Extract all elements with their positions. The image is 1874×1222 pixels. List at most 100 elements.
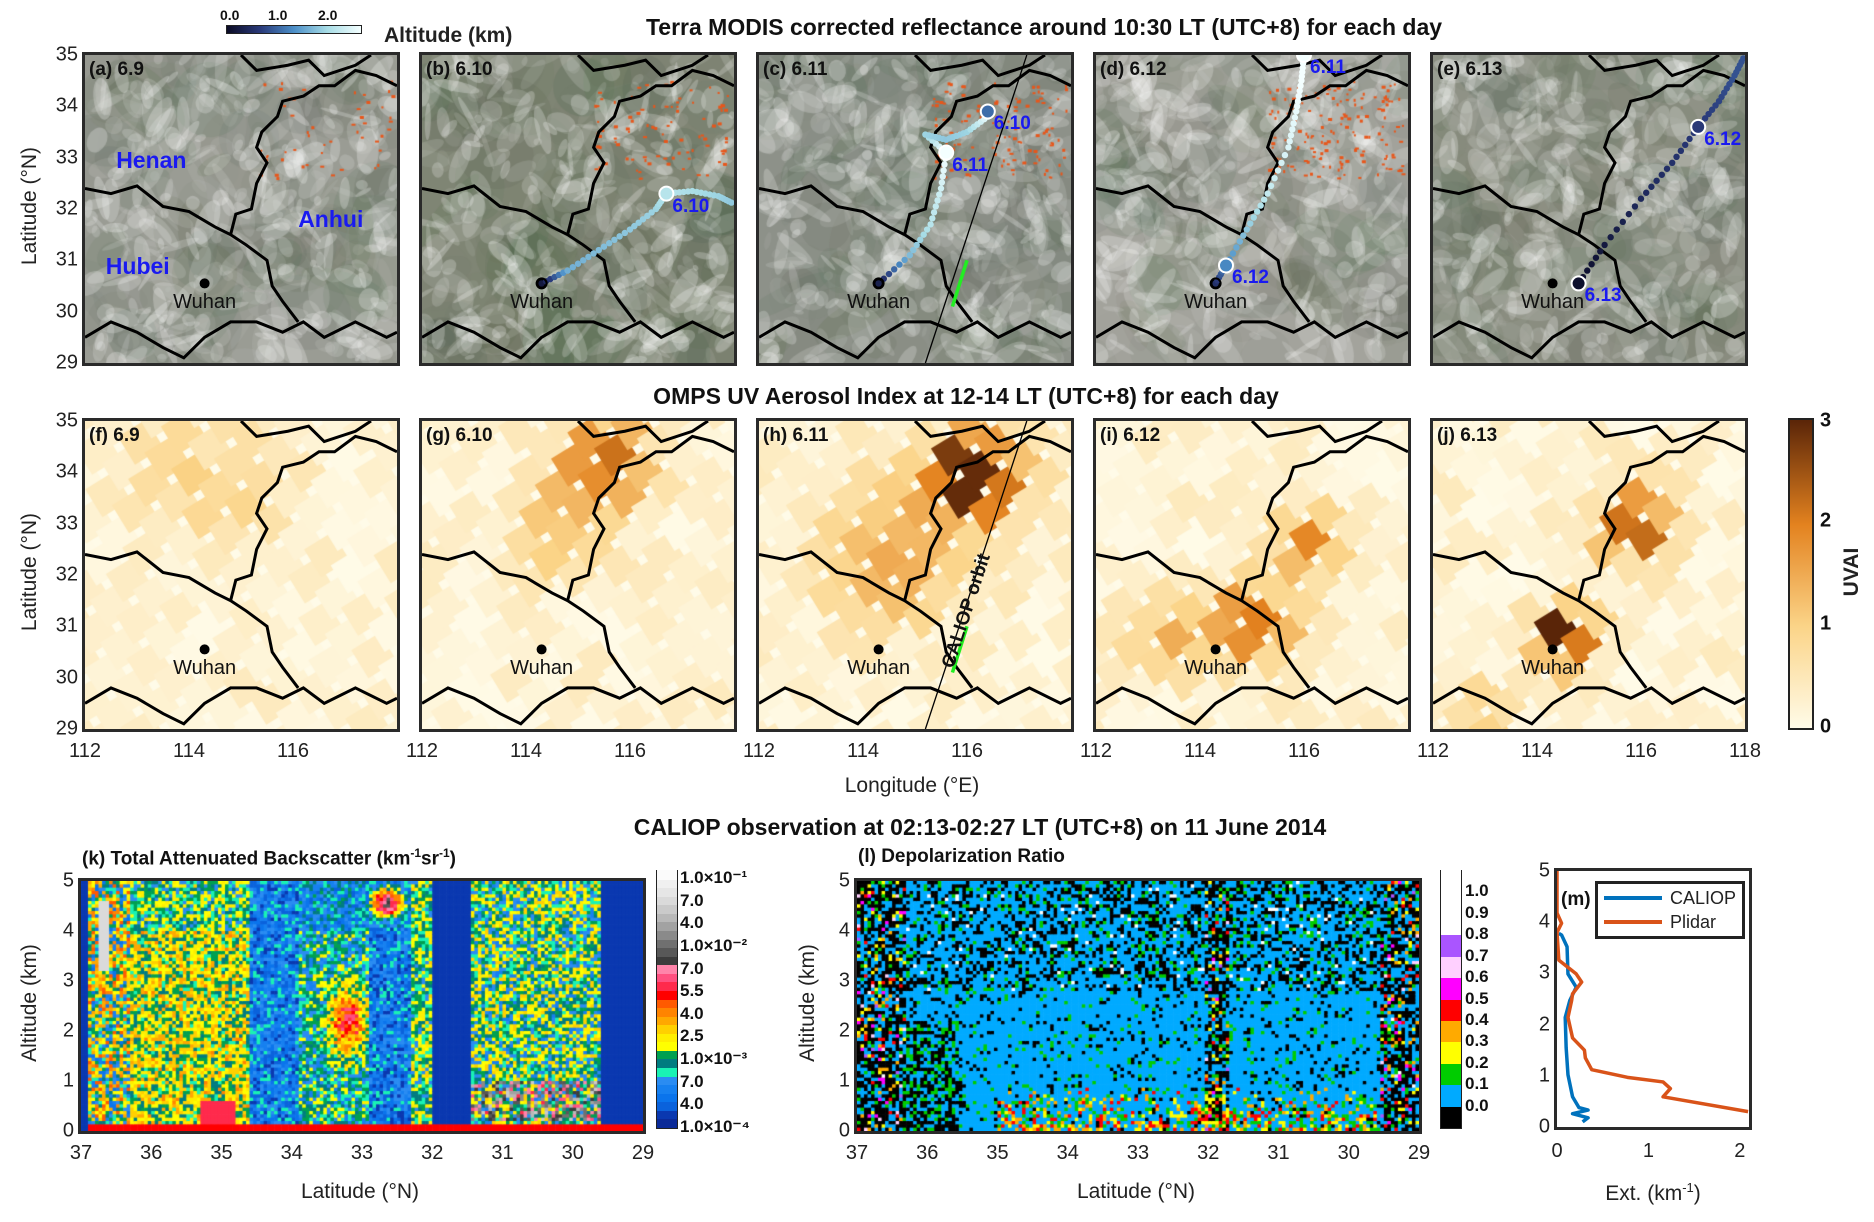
city-label-wuhan: Wuhan: [173, 291, 237, 314]
colorbar-label: 0.1: [1465, 1074, 1489, 1094]
altitude-tick: 4: [838, 919, 850, 942]
colorbar-band: [657, 1058, 677, 1069]
modis-panel-b: Wuhan 6.10 (b) 6.10: [419, 52, 737, 366]
map-overlay: [422, 55, 734, 360]
omps-panel-i: Wuhan (i) 6.12: [1093, 418, 1411, 732]
province-border: [85, 184, 300, 323]
trajectory-label: 6.11: [1310, 57, 1346, 78]
lon-tick: 114: [1184, 740, 1216, 762]
trajectory-point: [1631, 203, 1639, 210]
colorbar-band: [657, 990, 677, 1000]
colorbar-label: 4.0: [680, 1003, 704, 1023]
trajectory-point: [1658, 171, 1665, 178]
colorbar-band: [1441, 913, 1461, 936]
lon-tick: 112: [406, 740, 438, 762]
city-label-wuhan: Wuhan: [1184, 291, 1248, 314]
trajectory-label: 6.13: [1584, 285, 1622, 307]
uvai-map: [1433, 421, 1745, 729]
caliop-orbit-line: [924, 421, 1028, 729]
lon-tick: 114: [847, 740, 879, 762]
trajectory-day-marker: [1218, 257, 1234, 274]
colorbar-label: 1.0×10⁻²: [680, 935, 748, 955]
colorbar-label: 0.9: [1465, 902, 1489, 922]
altitude-tick-1: 1.0: [268, 7, 288, 23]
altitude-tick: 0: [838, 1119, 850, 1142]
altitude-tick: 5: [62, 869, 74, 892]
province-border: [903, 434, 1071, 602]
lon-tick: 116: [951, 740, 983, 762]
trajectory-point: [1264, 190, 1271, 197]
wuhan-marker: [1547, 644, 1558, 655]
omps-panel-j: Wuhan (j) 6.13: [1430, 418, 1748, 732]
lat-tick: 29: [55, 351, 78, 374]
colorbar-band: [657, 1067, 677, 1077]
lon-tick: 112: [1080, 740, 1112, 762]
trajectory-point: [1286, 138, 1293, 145]
province-border: [1250, 421, 1383, 444]
trajectory-point: [1278, 159, 1285, 166]
province-border: [1587, 421, 1720, 444]
trajectory-point: [938, 179, 946, 186]
city-label-wuhan: Wuhan: [847, 657, 911, 680]
uvai-colorbar-label: UVAI: [1840, 547, 1863, 597]
latitude-tick: 31: [1267, 1142, 1290, 1164]
trajectory-point: [1240, 232, 1247, 239]
lat-tick: 35: [55, 43, 78, 66]
colorbar-band: [1441, 955, 1461, 979]
colorbar-label: 7.0: [680, 890, 704, 910]
backscatter-heatmap: [81, 881, 643, 1131]
trajectory-point: [1597, 248, 1604, 255]
trajectory-point: [906, 252, 913, 259]
trajectory-point: [1281, 151, 1289, 159]
colorbar-band: [657, 895, 677, 906]
series-line-plidar: [1557, 871, 1749, 1114]
trajectory-point: [1267, 182, 1275, 190]
altitude-tick: 2: [838, 1019, 850, 1042]
trajectory-point: [1601, 241, 1608, 249]
modis-panel-a: Wuhan Henan Anhui Hubei (a) 6.9: [82, 52, 400, 366]
colorbar-label: 5.5: [680, 981, 704, 1001]
colorbar-band: [657, 930, 677, 940]
legend-label-caliop: CALIOP: [1670, 887, 1737, 908]
colorbar-label: 0.0: [1465, 1095, 1489, 1115]
panel-k-ylabel: Altitude (km): [18, 944, 41, 1062]
modis-image: [422, 55, 734, 363]
altitude-tick: 2: [62, 1019, 74, 1042]
trajectory-point: [1625, 210, 1633, 218]
province-label-henan: Henan: [116, 147, 187, 174]
colorbar-label: 1.0×10⁻⁴: [680, 1117, 750, 1136]
trajectory-point: [626, 226, 634, 233]
province-border: [1577, 434, 1745, 602]
trajectory-point: [600, 243, 608, 250]
series-line-caliop: [1557, 931, 1590, 1124]
trajectory-point: [1297, 82, 1304, 89]
wuhan-marker: [199, 644, 210, 655]
altitude-tick: 5: [838, 869, 850, 892]
trajectory-point: [920, 231, 927, 238]
province-border: [759, 184, 974, 323]
lat-tick: 31: [55, 614, 78, 637]
lon-tick: 112: [1417, 740, 1449, 762]
trajectory-point: [1274, 167, 1282, 174]
lon-tick: 116: [277, 740, 309, 762]
province-border: [422, 184, 637, 323]
trajectory-point: [616, 233, 623, 240]
panel-label: (g) 6.10: [426, 425, 493, 446]
province-border: [1096, 184, 1311, 323]
uvai-colorbar: [1788, 418, 1814, 730]
trajectory-point: [1637, 195, 1645, 202]
lon-tick: 118: [1729, 740, 1761, 762]
altitude-tick: 0: [1538, 1115, 1550, 1138]
latitude-tick: 30: [561, 1142, 584, 1164]
altitude-tick: 1: [62, 1069, 74, 1092]
trajectory-point: [1287, 132, 1295, 139]
colorbar-band: [1441, 998, 1461, 1021]
colorbar-label: 7.0: [680, 1071, 704, 1091]
province-border: [1240, 68, 1408, 236]
colorbar-band: [657, 1033, 677, 1043]
colorbar-band: [1441, 1084, 1461, 1107]
colorbar-band: [657, 998, 677, 1009]
trajectory-start: [535, 277, 548, 290]
map-overlay: [1096, 55, 1408, 360]
trajectory-point: [1712, 102, 1719, 109]
